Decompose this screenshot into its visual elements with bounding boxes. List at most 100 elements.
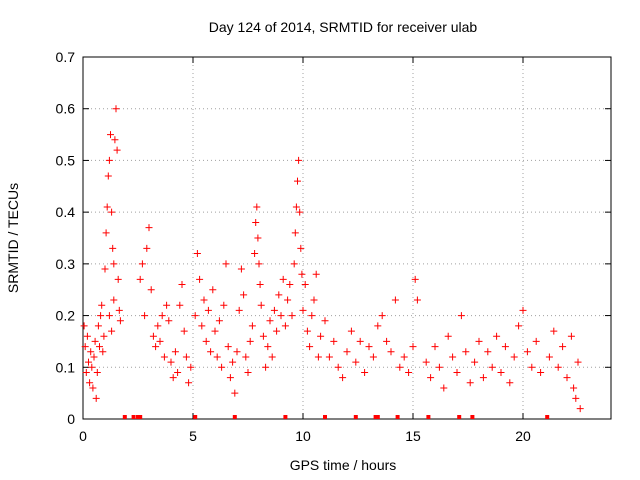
data-point (98, 301, 106, 309)
data-point (277, 312, 285, 320)
data-point (180, 327, 188, 335)
data-point (510, 353, 518, 361)
data-point (290, 260, 298, 268)
data-point (570, 384, 578, 392)
data-point (110, 260, 118, 268)
data-point (141, 312, 149, 320)
data-point (116, 317, 124, 325)
data-point (303, 327, 311, 335)
gap-marker (395, 415, 400, 419)
data-point (108, 327, 116, 335)
data-point (281, 322, 289, 330)
data-point (266, 317, 274, 325)
data-point (156, 337, 164, 345)
data-point (259, 332, 267, 340)
data-points (80, 105, 584, 413)
data-point (83, 332, 91, 340)
data-point (165, 317, 173, 325)
data-point (299, 306, 307, 314)
data-point (235, 306, 243, 314)
x-axis: 0 5 10 15 20 (79, 57, 531, 444)
y-tick-label: 0.6 (56, 101, 76, 117)
data-point (246, 337, 254, 345)
data-point (559, 343, 567, 351)
data-point (325, 353, 333, 361)
y-tick-label: 0.2 (56, 308, 76, 324)
data-point (87, 348, 95, 356)
data-point (207, 348, 215, 356)
data-point (257, 301, 265, 309)
data-point (262, 363, 270, 371)
gap-marker (232, 415, 237, 419)
data-point (400, 353, 408, 361)
data-point (298, 270, 306, 278)
data-point (102, 229, 110, 237)
data-point (444, 332, 452, 340)
data-point (334, 363, 342, 371)
data-point (187, 363, 195, 371)
data-point (220, 301, 228, 309)
data-point (248, 322, 256, 330)
data-point (163, 301, 171, 309)
data-point (567, 332, 575, 340)
plot-frame (82, 56, 612, 420)
data-point (435, 363, 443, 371)
data-point (147, 286, 155, 294)
data-point (80, 322, 88, 330)
data-point (108, 208, 116, 216)
data-point (449, 353, 457, 361)
data-point (563, 374, 571, 382)
data-point (233, 348, 241, 356)
data-point (356, 337, 364, 345)
data-point (176, 301, 184, 309)
data-point (113, 146, 121, 154)
data-point (91, 337, 99, 345)
gap-marker (426, 415, 431, 419)
data-point (422, 358, 430, 366)
data-point (501, 343, 509, 351)
data-point (554, 363, 562, 371)
data-point (484, 348, 492, 356)
data-point (457, 312, 465, 320)
data-point (312, 270, 320, 278)
data-point (431, 343, 439, 351)
data-point (90, 353, 98, 361)
x-tick-label: 10 (295, 428, 311, 444)
data-point (253, 203, 261, 211)
data-point (314, 353, 322, 361)
gap-marker (545, 415, 550, 419)
data-point (252, 218, 260, 226)
data-point (158, 312, 166, 320)
data-point (105, 156, 113, 164)
x-tick-label: 20 (515, 428, 531, 444)
data-point (292, 203, 300, 211)
data-point (93, 368, 101, 376)
data-point (112, 105, 120, 113)
data-point (99, 348, 107, 356)
data-point (110, 296, 118, 304)
y-tick-label: 0.4 (56, 204, 76, 220)
data-point (198, 322, 206, 330)
data-point (279, 275, 287, 283)
data-point (88, 363, 96, 371)
data-point (284, 296, 292, 304)
data-point (104, 172, 112, 180)
data-point (96, 343, 103, 351)
data-point (138, 260, 146, 268)
data-point (255, 260, 263, 268)
y-tick-label: 0.7 (56, 49, 76, 65)
data-point (218, 363, 226, 371)
data-point (515, 322, 523, 330)
data-point (204, 306, 212, 314)
data-point (462, 348, 470, 356)
data-point (215, 317, 223, 325)
gap-marker (193, 415, 198, 419)
data-point (286, 281, 294, 289)
data-point (152, 343, 160, 351)
data-point (391, 296, 399, 304)
data-point (317, 332, 325, 340)
y-tick-label: 0 (67, 411, 75, 427)
data-point (222, 260, 230, 268)
data-point (497, 368, 505, 376)
